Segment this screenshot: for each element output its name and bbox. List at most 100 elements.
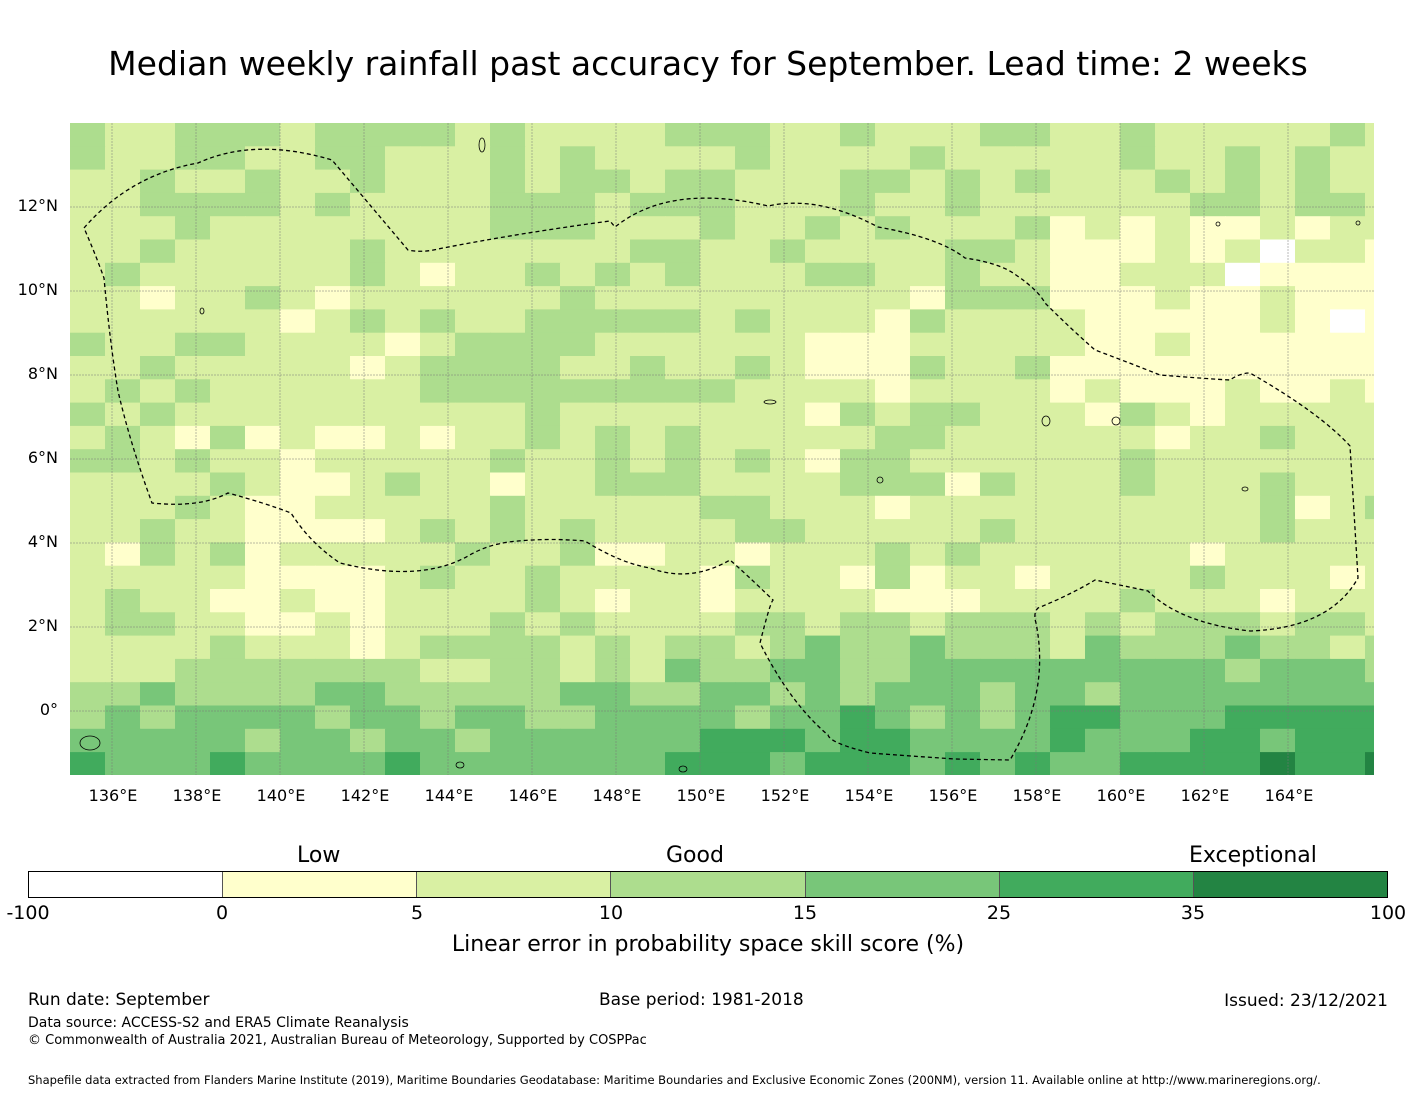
skill-cell — [175, 262, 211, 287]
skill-cell — [350, 682, 386, 707]
skill-cell — [315, 495, 351, 520]
skill-cell — [1365, 425, 1374, 450]
skill-cell — [1260, 752, 1296, 775]
skill-cell — [665, 658, 701, 683]
skill-cell — [280, 635, 316, 660]
skill-cell — [210, 425, 246, 450]
run-date: Run date: September — [28, 990, 210, 1010]
skill-cell — [385, 402, 421, 427]
skill-cell — [560, 589, 596, 613]
skill-cell — [1120, 262, 1156, 287]
skill-cell — [140, 309, 176, 334]
skill-cell — [1295, 752, 1331, 775]
skill-cell — [1330, 262, 1366, 287]
skill-cell — [210, 565, 246, 590]
skill-cell — [875, 705, 911, 730]
skill-cell — [1260, 169, 1296, 194]
skill-cell — [1330, 752, 1366, 775]
skill-cell — [630, 682, 666, 707]
skill-cell — [1330, 216, 1366, 241]
skill-cell — [1190, 705, 1226, 730]
skill-cell — [1365, 472, 1374, 497]
skill-cell — [245, 309, 281, 334]
skill-cell — [560, 425, 596, 450]
skill-cell — [1365, 123, 1374, 147]
skill-cell — [595, 146, 631, 171]
skill-cell — [1260, 519, 1296, 543]
skill-cell — [140, 565, 176, 590]
skill-cell — [665, 682, 701, 707]
skill-cell — [1155, 612, 1191, 637]
skill-cell — [315, 612, 351, 637]
skill-cell — [770, 705, 806, 730]
skill-cell — [1050, 752, 1086, 775]
skill-cell — [105, 658, 141, 683]
skill-cell — [70, 728, 106, 753]
skill-cell — [735, 705, 771, 730]
skill-cell — [910, 309, 946, 334]
skill-cell — [945, 658, 981, 683]
legend-category-low: Low — [297, 843, 341, 868]
skill-cell — [910, 286, 946, 310]
skill-cell — [490, 705, 526, 730]
skill-cell — [280, 123, 316, 147]
skill-cell — [735, 542, 771, 567]
skill-cell — [385, 332, 421, 357]
skill-cell — [490, 752, 526, 775]
skill-cell — [1155, 402, 1191, 427]
skill-cell — [945, 589, 981, 613]
skill-cell — [280, 589, 316, 613]
skill-cell — [595, 495, 631, 520]
skill-cell — [1155, 379, 1191, 404]
skill-cell — [385, 262, 421, 287]
skill-cell — [980, 332, 1016, 357]
lon-label: 152°E — [760, 786, 810, 805]
skill-cell — [700, 192, 736, 217]
skill-cell — [735, 309, 771, 334]
skill-cell — [1365, 262, 1374, 287]
skill-cell — [1190, 612, 1226, 637]
skill-cell — [1015, 682, 1051, 707]
colorbar-tick-label: 15 — [792, 902, 818, 924]
skill-cell — [525, 425, 561, 450]
skill-cell — [945, 123, 981, 147]
skill-cell — [245, 425, 281, 450]
skill-cell — [420, 192, 456, 217]
skill-cell — [1330, 612, 1366, 637]
skill-cell — [1085, 635, 1121, 660]
skill-cell — [805, 123, 841, 147]
copyright-notice: © Commonwealth of Australia 2021, Austra… — [28, 1033, 647, 1048]
skill-cell — [735, 682, 771, 707]
skill-cell — [1155, 682, 1191, 707]
skill-cell — [105, 565, 141, 590]
skill-cell — [175, 402, 211, 427]
skill-cell — [630, 728, 666, 753]
lon-label: 144°E — [424, 786, 474, 805]
skill-cell — [210, 472, 246, 497]
skill-cell — [840, 542, 876, 567]
skill-map — [70, 123, 1374, 775]
skill-cell — [980, 449, 1016, 474]
skill-cell — [595, 542, 631, 567]
skill-cell — [315, 565, 351, 590]
skill-cell — [245, 239, 281, 264]
skill-cell — [105, 472, 141, 497]
skill-cell — [595, 658, 631, 683]
skill-cell — [105, 286, 141, 310]
skill-cell — [420, 309, 456, 334]
skill-cell — [490, 402, 526, 427]
skill-cell — [1155, 519, 1191, 543]
skill-cell — [665, 356, 701, 380]
skill-cell — [840, 309, 876, 334]
skill-cell — [420, 565, 456, 590]
skill-cell — [1225, 612, 1261, 637]
skill-cell — [980, 262, 1016, 287]
skill-cell — [105, 705, 141, 730]
skill-cell — [1260, 542, 1296, 567]
skill-cell — [420, 682, 456, 707]
skill-cell — [385, 123, 421, 147]
skill-cell — [665, 262, 701, 287]
skill-cell — [630, 519, 666, 543]
skill-cell — [770, 565, 806, 590]
skill-cell — [1155, 728, 1191, 753]
